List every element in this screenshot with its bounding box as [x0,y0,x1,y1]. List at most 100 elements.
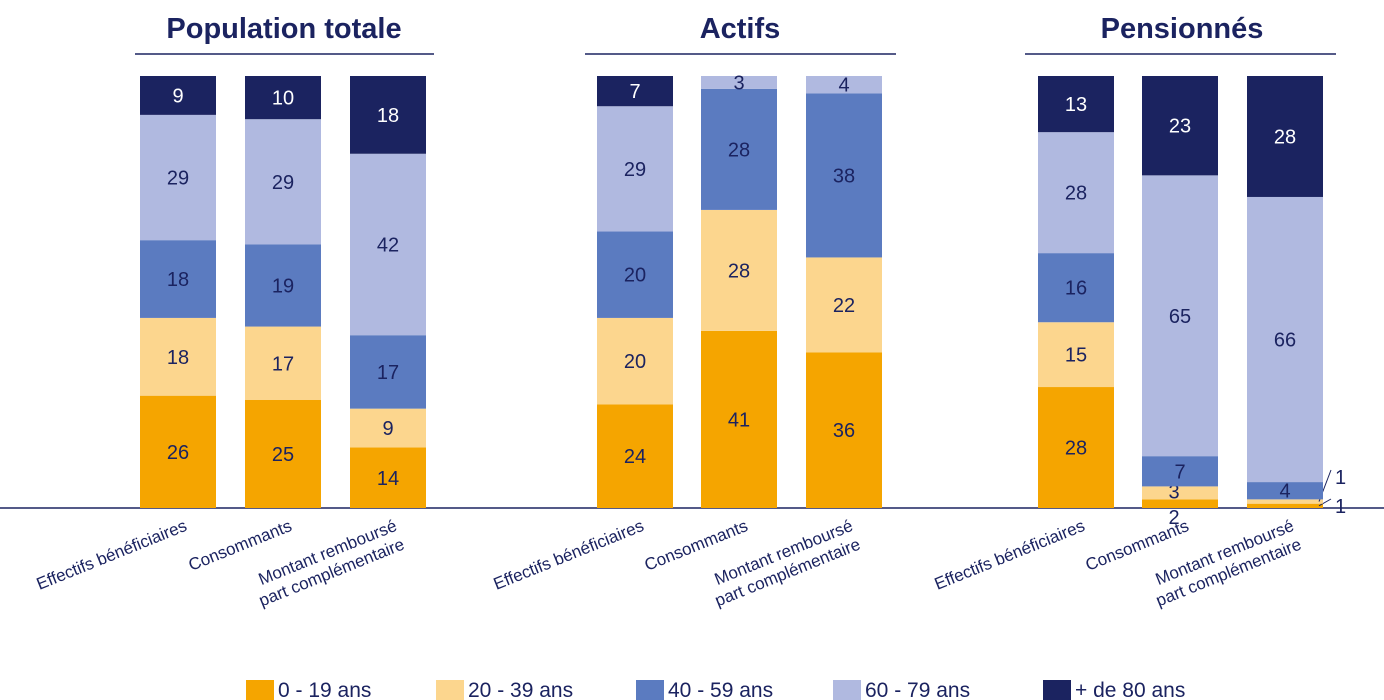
data-label: 41 [728,409,750,431]
bar-segment [245,76,321,120]
bar-segment [1142,486,1218,500]
bar-segment [597,106,673,232]
data-label: 9 [172,85,183,107]
legend-label: 60 - 79 ans [865,679,970,700]
bar-segment [245,244,321,327]
data-label: 25 [272,444,294,466]
panel-title: Pensionnés [1101,13,1264,45]
bar-segment [1038,322,1114,388]
bar-segment [1142,456,1218,487]
bar-segment [597,404,673,508]
bar-segment [701,330,777,508]
legend-swatch [833,680,861,700]
bar-segment [350,408,426,448]
data-label: 19 [272,276,294,298]
bar-segment [1038,76,1114,133]
panel-title: Population totale [166,13,401,45]
data-label: 1 [1335,467,1346,489]
data-label: 4 [1279,481,1290,503]
data-label: 29 [167,168,189,190]
legend-label: 20 - 39 ans [468,679,573,700]
data-label: 1 [1335,496,1346,518]
data-label: 2 [1168,507,1179,529]
legend-label: 0 - 19 ans [278,679,371,700]
data-label: 15 [1065,345,1087,367]
bar-segment [701,209,777,331]
bar-segment [245,119,321,245]
bar-segment [597,231,673,318]
data-label: 36 [833,420,855,442]
data-label: 28 [728,260,750,282]
legend-swatch [636,680,664,700]
data-label: 9 [382,418,393,440]
category-label: Effectifs bénéficiaires [932,516,1088,594]
bar-segment [140,395,216,508]
data-label: 14 [377,468,399,490]
category-label-line: Effectifs bénéficiaires [491,516,647,594]
data-label: 3 [1168,481,1179,503]
bar-segment [140,114,216,241]
data-label: 22 [833,295,855,317]
bar-segment [245,400,321,508]
bar-segment [597,76,673,107]
data-label: 38 [833,165,855,187]
data-label: 20 [624,351,646,373]
bar-segment [701,88,777,210]
data-label: 7 [1174,461,1185,483]
data-label: 3 [733,72,744,94]
data-label: 20 [624,265,646,287]
data-label: 4 [838,75,849,97]
bar-segment [1142,499,1218,508]
data-label-leader [1318,498,1332,507]
data-label: 16 [1065,278,1087,300]
bar-segment [1247,499,1323,504]
bar-segment [1142,76,1218,176]
category-label-line: Effectifs bénéficiaires [932,516,1088,594]
category-label: Effectifs bénéficiaires [491,516,647,594]
bar-segment [1247,503,1323,508]
bar-segment [806,93,882,258]
bar-segment [245,326,321,400]
data-label: 23 [1169,116,1191,138]
data-label: 29 [272,172,294,194]
data-label: 29 [624,159,646,181]
bar-segment [140,240,216,318]
data-label: 13 [1065,94,1087,116]
data-label: 28 [728,139,750,161]
data-label: 24 [624,446,646,468]
bar-segment [350,447,426,508]
category-label-line: Effectifs bénéficiaires [34,516,190,594]
data-label: 18 [167,347,189,369]
bar-segment [1142,175,1218,457]
bar-segment [597,317,673,405]
bar-segment [1247,76,1323,197]
data-label: 10 [272,88,294,110]
data-label: 28 [1274,126,1296,148]
data-label: 28 [1065,438,1087,460]
legend-label: 40 - 59 ans [668,679,773,700]
data-label: 26 [167,442,189,464]
legend-swatch [246,680,274,700]
bar-segment [1038,387,1114,508]
data-label: 17 [377,362,399,384]
legend-swatch [1043,680,1071,700]
bar-segment [1038,132,1114,254]
data-label: 65 [1169,306,1191,328]
category-label: Effectifs bénéficiaires [34,516,190,594]
data-label: 18 [377,105,399,127]
data-label: 18 [167,269,189,291]
panel-title: Actifs [700,13,781,45]
bar-segment [140,317,216,396]
data-label: 7 [629,81,640,103]
data-label: 42 [377,234,399,256]
bar-segment [350,335,426,409]
bar-segment [701,76,777,89]
bar-segment [350,153,426,336]
bar-segment [1038,253,1114,323]
legend-label: + de 80 ans [1075,679,1185,700]
data-label: 66 [1274,330,1296,352]
legend-swatch [436,680,464,700]
bar-segment [1247,482,1323,500]
bar-segment [806,76,882,94]
